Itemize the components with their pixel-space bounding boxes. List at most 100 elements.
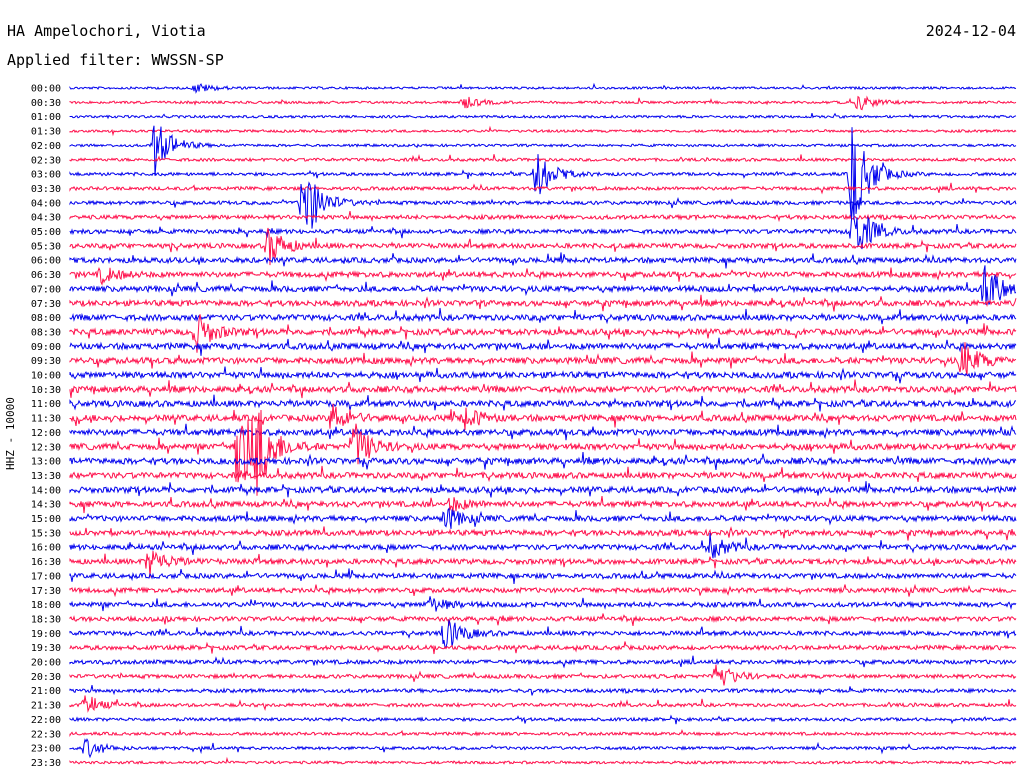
row-time-label: 07:30 xyxy=(31,299,61,310)
seismic-trace xyxy=(69,394,1016,412)
seismic-trace xyxy=(69,125,1017,137)
row-time-label: 08:00 xyxy=(31,313,61,324)
row-time-label: 14:00 xyxy=(31,485,61,496)
seismic-trace xyxy=(69,366,1017,384)
row-time-label: 17:30 xyxy=(31,586,61,597)
seismic-trace xyxy=(69,568,1017,584)
seismic-trace xyxy=(69,307,1017,325)
seismic-trace xyxy=(69,337,1017,356)
seismic-trace xyxy=(69,409,1017,496)
seismic-trace xyxy=(69,596,1017,612)
filter-label: Applied filter: WWSSN-SP xyxy=(7,51,224,69)
row-time-label: 09:00 xyxy=(31,342,61,353)
row-time-label: 00:30 xyxy=(31,98,61,109)
row-time-label: 06:30 xyxy=(31,270,61,281)
row-time-label: 05:30 xyxy=(31,241,61,252)
seismic-trace xyxy=(69,181,1017,229)
seismic-trace xyxy=(69,82,1017,94)
row-time-label: 02:30 xyxy=(31,155,61,166)
seismic-trace xyxy=(69,641,1017,655)
row-time-label: 11:00 xyxy=(31,399,61,410)
seismic-trace xyxy=(69,496,1017,514)
row-time-label: 12:30 xyxy=(31,442,61,453)
row-time-label: 19:30 xyxy=(31,643,61,654)
seismic-trace xyxy=(69,452,1017,470)
row-time-label: 11:30 xyxy=(31,414,61,425)
seismic-trace xyxy=(69,714,1017,725)
seismic-trace xyxy=(69,481,1017,498)
seismic-trace xyxy=(69,252,1017,269)
seismic-trace xyxy=(69,266,1017,286)
seismic-trace xyxy=(69,465,1017,483)
row-time-label: 10:00 xyxy=(31,371,61,382)
row-time-label: 21:00 xyxy=(31,686,61,697)
row-time-label: 14:30 xyxy=(31,500,61,511)
seismic-trace xyxy=(69,507,1017,529)
seismic-trace xyxy=(69,664,1017,686)
row-time-label: 08:30 xyxy=(31,327,61,338)
row-time-label: 16:00 xyxy=(31,543,61,554)
row-time-label: 09:30 xyxy=(31,356,61,367)
seismic-trace xyxy=(69,550,1017,578)
row-time-label: 12:00 xyxy=(31,428,61,439)
seismic-trace xyxy=(69,125,1017,176)
seismic-trace xyxy=(69,95,1017,111)
row-time-label: 13:30 xyxy=(31,471,61,482)
seismic-trace xyxy=(69,112,1017,120)
seismic-trace xyxy=(69,684,1017,696)
row-time-label: 01:30 xyxy=(31,127,61,138)
seismic-trace xyxy=(69,201,1017,250)
seismic-trace xyxy=(69,379,1017,399)
seismic-trace xyxy=(69,314,1017,353)
row-time-label: 00:00 xyxy=(31,84,61,95)
row-time-label: 22:00 xyxy=(31,715,61,726)
seismic-trace xyxy=(69,127,1017,220)
row-time-label: 03:00 xyxy=(31,170,61,181)
seismic-trace xyxy=(69,423,1017,441)
seismic-trace xyxy=(69,182,1017,195)
row-time-label: 23:00 xyxy=(31,744,61,755)
seismic-trace xyxy=(69,211,1017,223)
date-label: 2024-12-04 xyxy=(925,22,1016,40)
seismic-trace xyxy=(69,756,1017,766)
row-time-label: 06:00 xyxy=(31,256,61,267)
seismic-trace xyxy=(69,294,1017,312)
row-time-label: 03:30 xyxy=(31,184,61,195)
row-time-label: 16:30 xyxy=(31,557,61,568)
seismic-trace xyxy=(69,342,1017,376)
seismic-trace xyxy=(69,583,1017,598)
seismic-trace xyxy=(69,227,1017,266)
row-time-label: 23:30 xyxy=(31,758,61,769)
row-time-label: 18:00 xyxy=(31,600,61,611)
row-time-label: 02:00 xyxy=(31,141,61,152)
station-title: HA Ampelochori, Viotia xyxy=(7,22,206,40)
row-time-label: 10:30 xyxy=(31,385,61,396)
seismic-trace xyxy=(69,154,1017,163)
seismic-trace xyxy=(69,655,1017,669)
seismic-trace xyxy=(69,526,1017,541)
seismic-trace xyxy=(69,695,1017,713)
row-time-label: 17:00 xyxy=(31,571,61,582)
seismic-trace xyxy=(69,265,1017,306)
row-time-label: 21:30 xyxy=(31,701,61,712)
seismic-trace xyxy=(69,728,1017,737)
row-time-label: 01:00 xyxy=(31,112,61,123)
row-time-label: 15:30 xyxy=(31,528,61,539)
row-time-label: 19:00 xyxy=(31,629,61,640)
row-time-label: 04:30 xyxy=(31,213,61,224)
row-time-label: 13:00 xyxy=(31,457,61,468)
row-time-label: 18:30 xyxy=(31,614,61,625)
row-time-label: 07:00 xyxy=(31,284,61,295)
seismic-trace xyxy=(69,613,1017,626)
row-time-label: 20:00 xyxy=(31,658,61,669)
seismic-trace xyxy=(69,403,1017,431)
row-time-label: 05:00 xyxy=(31,227,61,238)
seismic-trace xyxy=(69,532,1017,559)
row-time-label: 22:30 xyxy=(31,729,61,740)
seismic-trace xyxy=(69,738,1017,759)
row-time-label: 04:00 xyxy=(31,198,61,209)
seismic-trace xyxy=(69,618,1017,649)
row-time-label: 20:30 xyxy=(31,672,61,683)
row-time-label: 15:00 xyxy=(31,514,61,525)
